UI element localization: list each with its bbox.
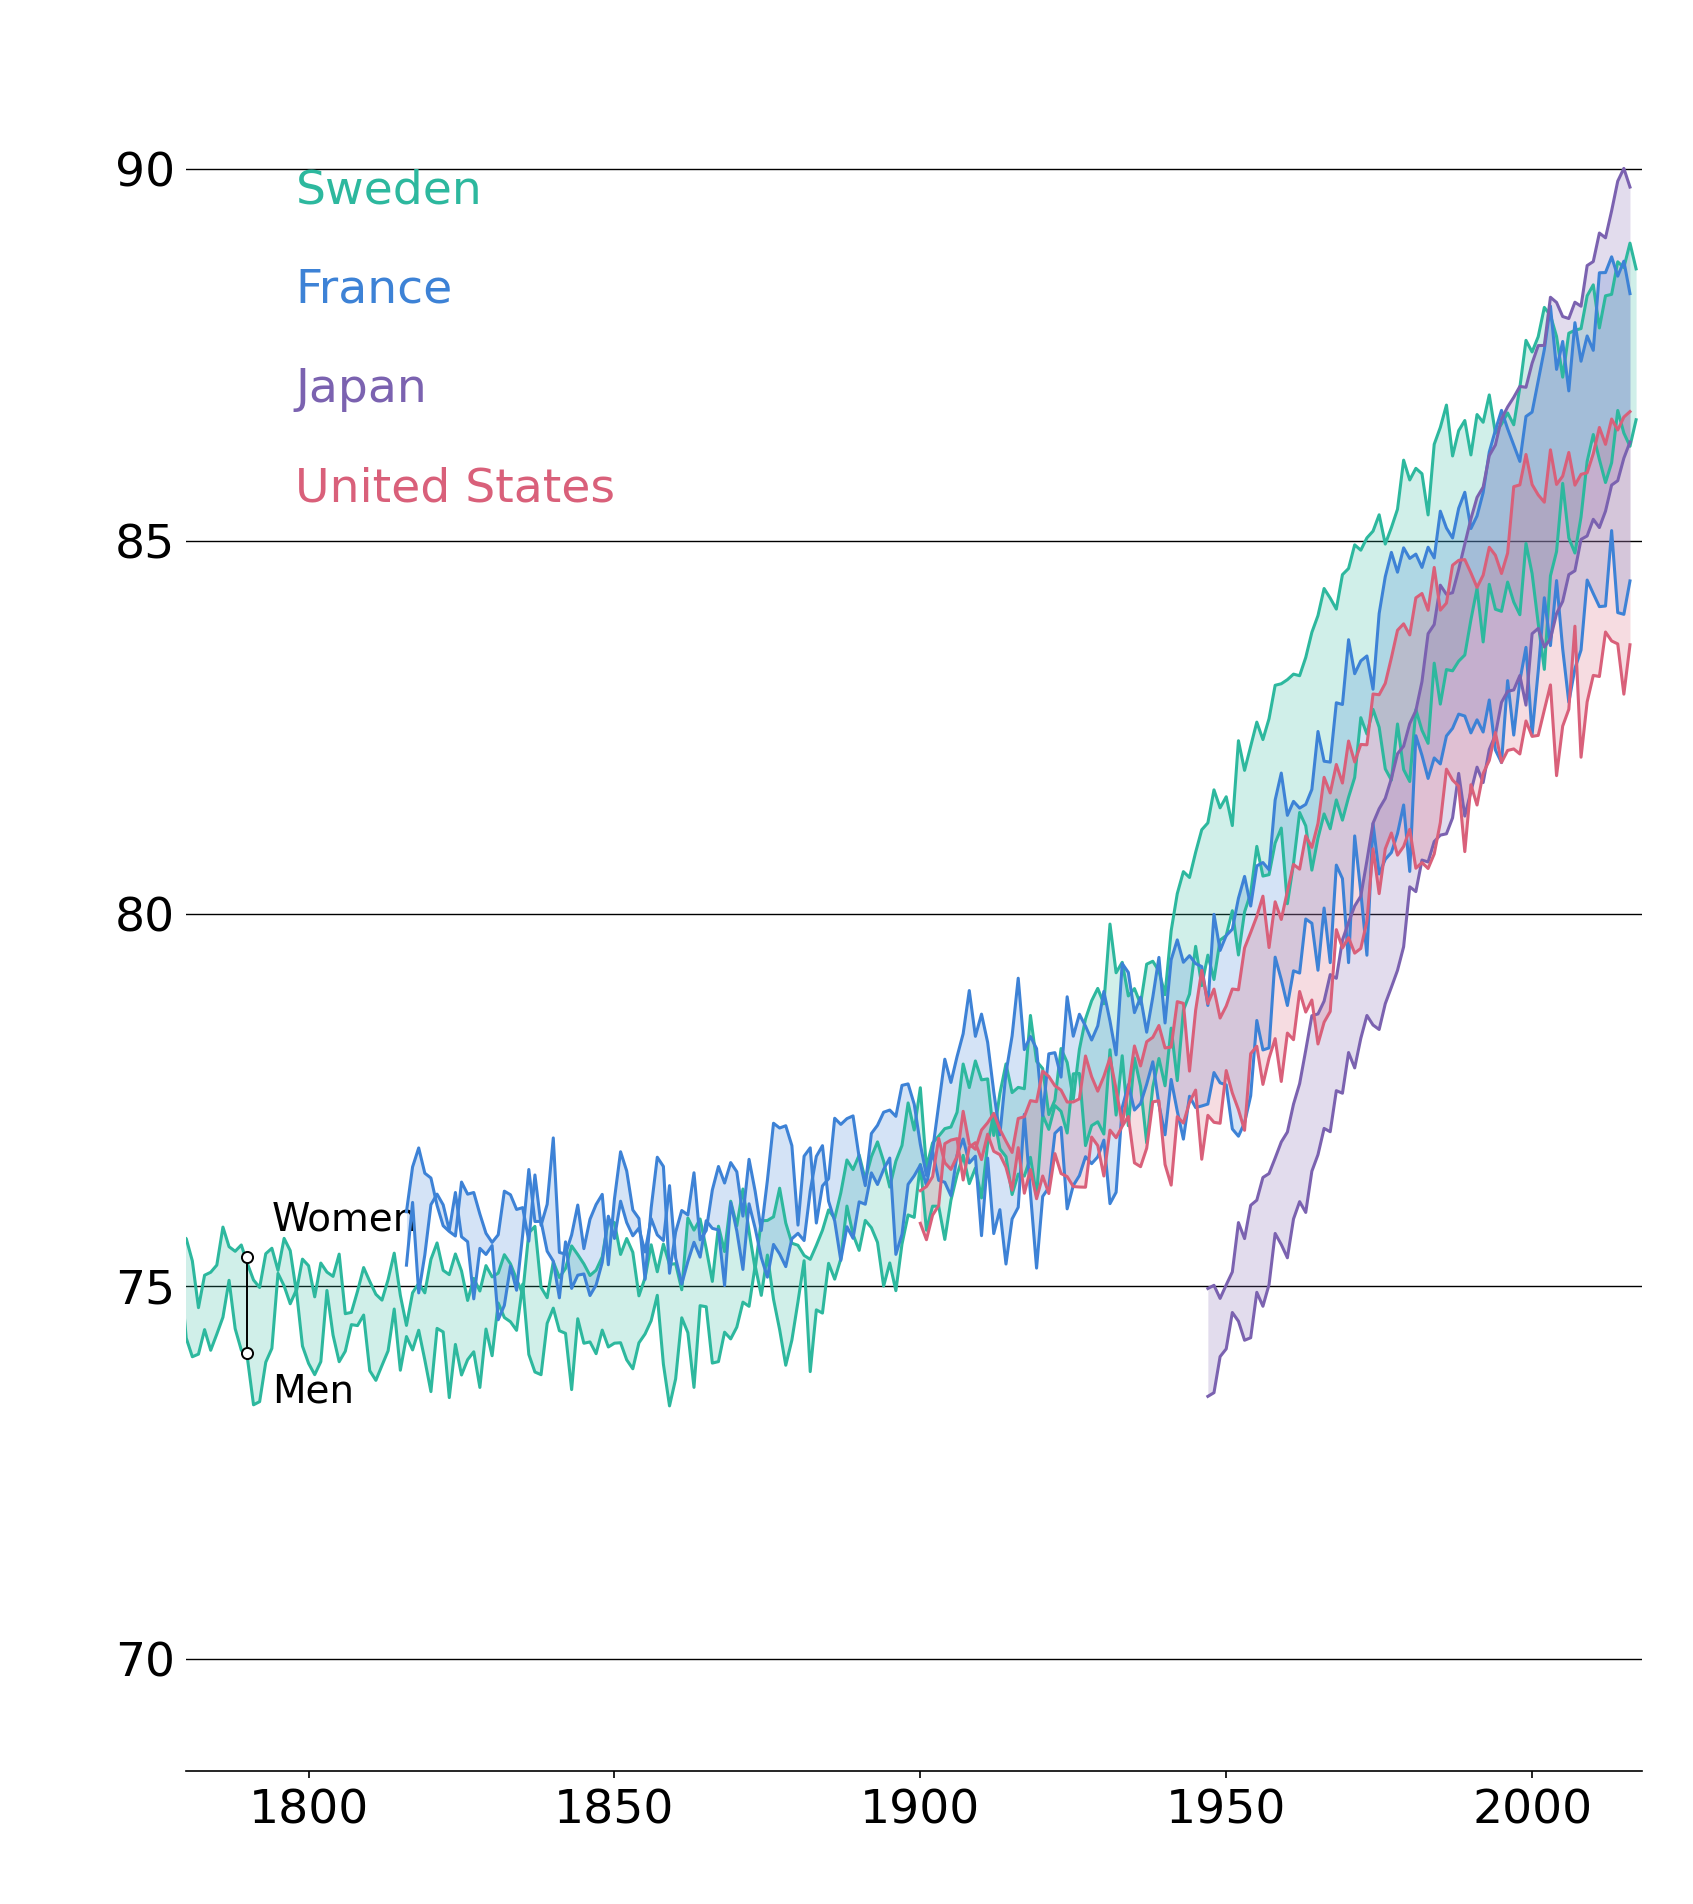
Text: Men: Men	[273, 1373, 354, 1411]
Text: Japan: Japan	[295, 367, 427, 413]
Text: United States: United States	[295, 466, 616, 512]
Text: Sweden: Sweden	[295, 169, 483, 213]
Text: Women: Women	[273, 1200, 418, 1238]
Text: France: France	[295, 268, 452, 312]
